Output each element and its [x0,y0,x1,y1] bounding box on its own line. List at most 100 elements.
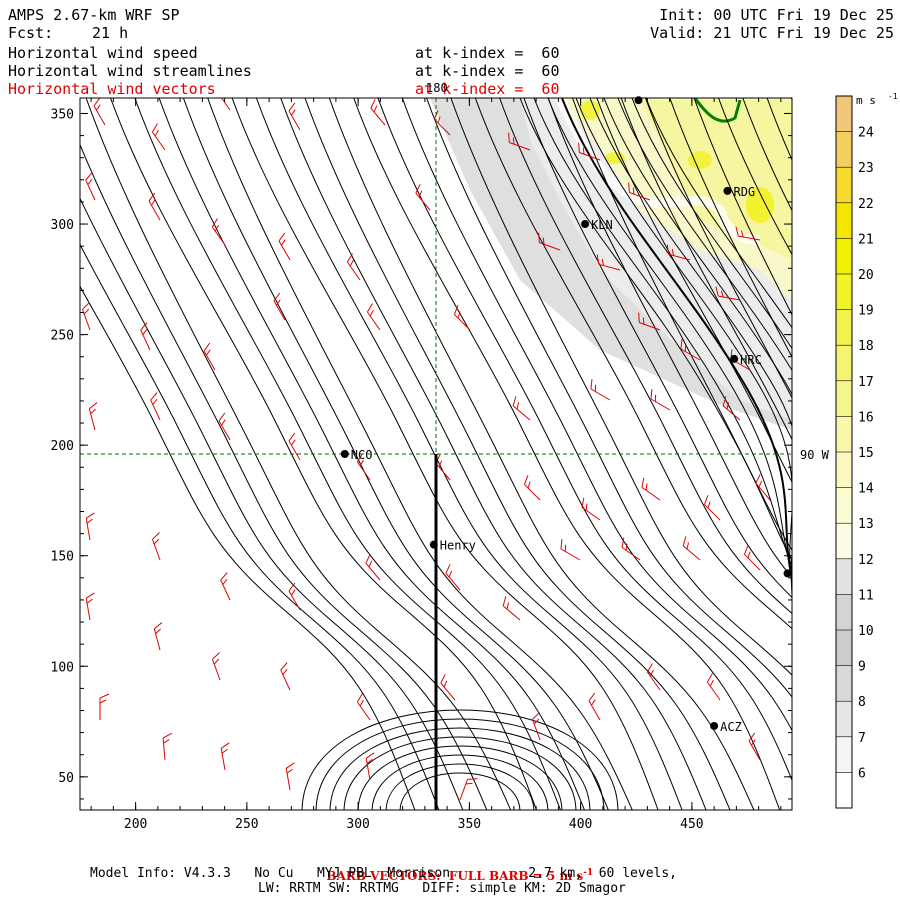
barb-flag [83,308,90,315]
barb-flag [707,501,711,509]
wind-barb [220,742,230,771]
barb-flag [542,237,545,245]
barb-shaft [211,226,226,246]
barb-flag [220,572,228,581]
barb-flag [152,532,160,540]
wind-barb [512,396,531,421]
streamline [207,98,633,810]
wind-barb [288,102,301,131]
colorbar-swatch [836,131,852,168]
init-time: Init: 00 UTC Fri 19 Dec 25 [659,6,894,24]
barb-shaft [704,504,721,521]
barb-flag [755,474,761,484]
station-marker [783,569,792,578]
barb-shaft [365,758,371,781]
barb-flag [280,662,288,671]
barb-flag [686,542,690,550]
barb-flag [646,663,653,673]
barb-flag [512,137,515,145]
barb-shaft [588,700,601,721]
barb-shaft [598,263,621,271]
barb-flag [163,739,170,744]
barb-flag [516,402,520,410]
barb-shaft [668,253,691,261]
barb-flag [85,172,93,181]
barb-flag [735,226,739,237]
barb-flag [564,544,567,552]
barb-flag [747,551,751,559]
barb-flag [213,658,220,665]
barb-flag [365,554,371,564]
wind-barb [140,322,151,351]
wind-barb [162,732,172,761]
barb-flag [642,317,645,325]
barb-flag [581,497,585,508]
wind-barb [288,432,301,461]
barb-flag [709,679,714,687]
barb-shaft [744,554,761,571]
wind-barb [85,172,96,201]
barb-flag [532,712,540,720]
barb-flag [654,394,657,402]
wind-barb [356,693,371,721]
streamline [401,98,792,732]
barb-flag [748,732,756,742]
barb-shaft [434,119,451,136]
y-tick-label: 350 [51,107,74,122]
streamline-dome [385,763,535,810]
field-name-2: Horizontal wind streamlines [8,62,252,80]
colorbar-swatch [836,736,852,773]
wind-barb [560,539,581,561]
barb-flag [706,673,713,683]
streamline [80,197,464,810]
barb-shaft [288,590,301,611]
barb-shaft [273,300,286,321]
barb-shaft [621,546,641,561]
barb-flag [155,628,161,634]
barb-shaft [646,671,661,691]
wind-barb [581,497,601,521]
barb-flag [671,248,675,256]
barb-shaft [216,98,231,111]
barb-shaft [579,152,601,161]
barb-flag [282,669,288,675]
barb-flag [621,537,625,548]
barb-flag [591,699,596,706]
wind-barb [285,762,295,791]
lat-lon-grid: 180 90 W [80,81,830,810]
streamline [620,98,792,441]
shade-peak-4 [580,100,600,120]
barb-flag [443,680,448,688]
y-tick-label: 150 [51,550,74,565]
wind-barb [646,663,661,691]
colorbar-label: 23 [858,161,874,176]
colorbar-swatch [836,309,852,346]
barb-shaft [285,768,291,791]
barb-flag [373,105,378,113]
wind-barb [85,512,95,541]
station-marker [710,721,719,730]
wind-barb [218,412,231,441]
barb-shaft [153,628,161,651]
wind-barb [755,474,771,501]
barb-flag [415,184,421,194]
barb-flag [582,147,585,155]
barb-shaft [93,105,106,126]
barb-shaft [288,440,301,461]
barb-shaft [370,107,386,126]
colorbar-label: 15 [858,446,874,461]
barb-flag [527,481,531,489]
barb-flag [726,402,730,410]
barb-flag [152,399,158,405]
barb-flag [512,396,517,406]
barb-shaft [220,748,226,771]
barb-flag [743,545,749,555]
wind-barb [706,673,721,701]
wind-barb [722,396,741,421]
model-info-1: Model Info: V4.3.3 No Cu MYJ PBL Morriso… [90,866,677,881]
station-marker [634,96,643,105]
barb-shaft [650,398,671,411]
colorbar-swatch [836,416,852,452]
wind-barb [82,302,91,331]
x-tick-label: 250 [235,817,258,832]
